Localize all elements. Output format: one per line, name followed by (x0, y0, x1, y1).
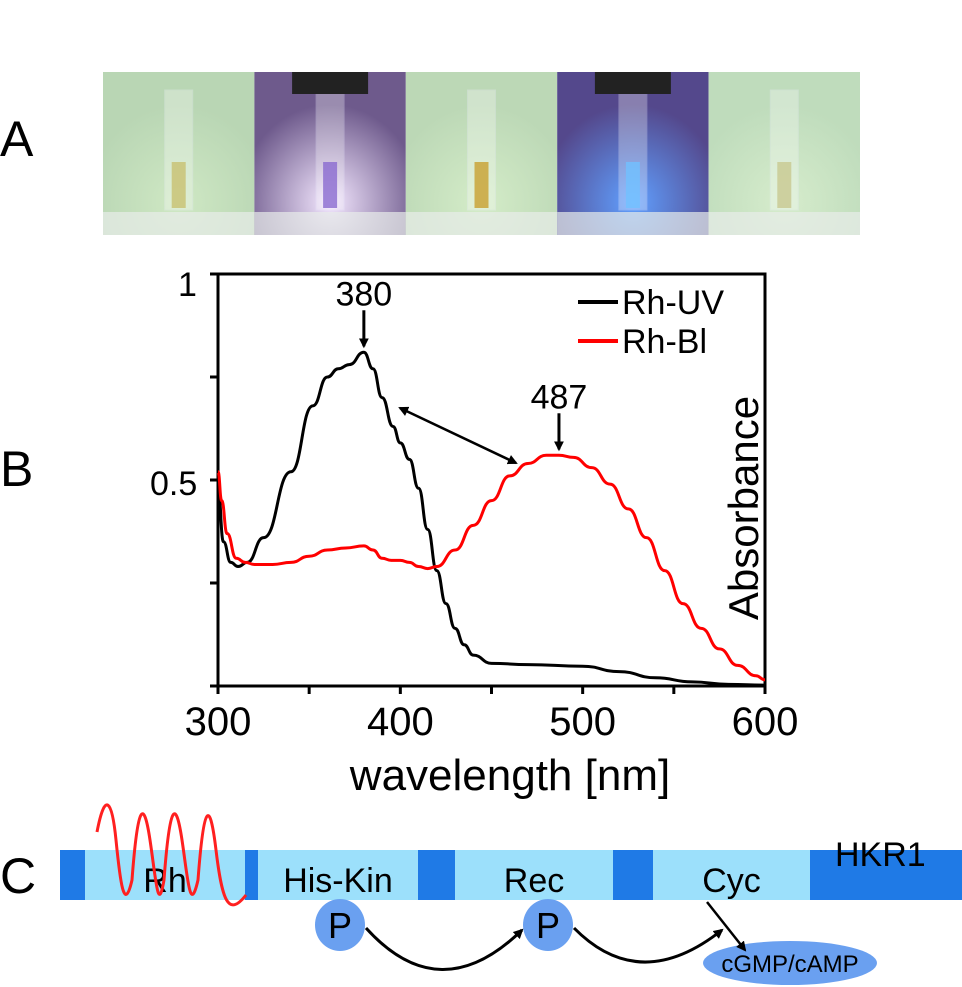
peak-label-487: 487 (531, 378, 588, 416)
x-tick-label: 600 (732, 700, 799, 744)
y-axis-label: Absorbance (720, 396, 767, 620)
cuvette-liquid (777, 162, 792, 208)
domain-cyc (653, 850, 810, 900)
domain-his-kin (258, 850, 418, 900)
domain-rec (455, 850, 613, 900)
legend-label-rh-uv: Rh-UV (622, 284, 724, 322)
conversion-double-arrow (398, 406, 518, 465)
x-tick-label: 400 (367, 700, 434, 744)
x-tick-label: 300 (185, 700, 252, 744)
cyclase-activation-arrow (572, 926, 724, 964)
cuvette-liquid (625, 162, 640, 208)
product-label: cGMP/cAMP (721, 951, 858, 978)
series-line-rh-uv (216, 350, 766, 687)
absorbance-chart: 1 0.5 300 400 500 600 wavelength [nm] Ab… (150, 266, 798, 800)
photo-base (405, 212, 558, 235)
series-line-rh-bl (216, 453, 766, 682)
phosphate-circle (315, 899, 365, 951)
panel-label-b: B (0, 441, 33, 497)
light-source (594, 72, 671, 94)
cuvette (769, 89, 799, 211)
photo-base (557, 212, 709, 235)
product-arrow (706, 901, 747, 952)
domain-label: His-Kin (283, 862, 393, 900)
photo-strip (103, 72, 860, 235)
phosphotransfer-arrow (364, 926, 524, 971)
photo-base (103, 212, 255, 235)
photo-base (254, 212, 406, 235)
light-source (292, 72, 369, 94)
legend-label-rh-bl: Rh-Bl (622, 323, 707, 361)
x-axis-label: wavelength [nm] (349, 751, 670, 800)
rhodopsin-helix-wave (95, 803, 248, 907)
panel-label-c: C (0, 848, 36, 904)
x-tick-label: 500 (549, 700, 616, 744)
cuvette-liquid (171, 162, 186, 208)
product-ellipse (703, 941, 877, 985)
phosphate-label: P (536, 905, 560, 946)
cuvette-liquid (474, 162, 489, 208)
photo-base (708, 212, 860, 235)
domain-label: Cyc (702, 862, 761, 900)
phosphate-label: P (328, 905, 352, 946)
y-tick-label: 1 (178, 266, 197, 304)
cuvette-liquid (323, 162, 338, 208)
protein-name: HKR1 (835, 836, 926, 874)
phosphate-circle (523, 899, 573, 951)
y-tick-label: 0.5 (150, 465, 197, 503)
peak-label-380: 380 (335, 275, 392, 313)
domain-diagram: Rh His-Kin Rec Cyc HKR1 P P cGMP/cAMP (60, 803, 962, 985)
panel-label-a: A (0, 111, 34, 167)
domain-label: Rec (504, 862, 564, 900)
